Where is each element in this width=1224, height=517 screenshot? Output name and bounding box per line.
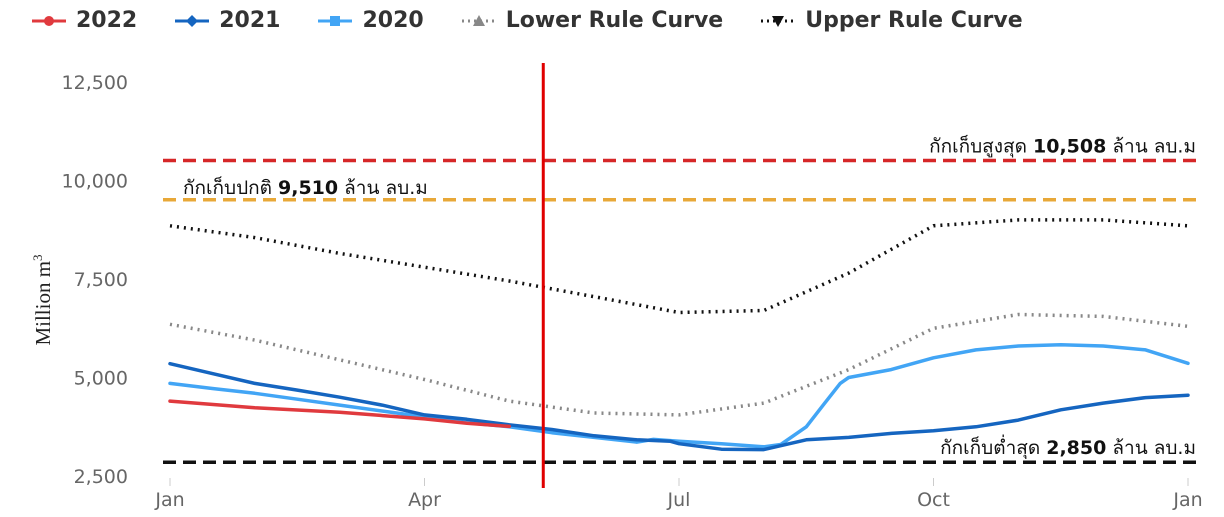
x-tick-label: Oct <box>917 489 950 511</box>
series-lines <box>168 218 1190 452</box>
y-tick-label: 10,000 <box>62 171 128 193</box>
legend-item[interactable]: 2021 <box>173 8 280 33</box>
y-tick-label: 5,000 <box>74 368 128 390</box>
legend-label: Lower Rule Curve <box>505 8 724 33</box>
legend-item[interactable]: Upper Rule Curve <box>759 8 1023 33</box>
x-tick-label: Jan <box>1172 489 1202 511</box>
y-tick-label: 7,500 <box>74 269 128 291</box>
legend-label: 2020 <box>362 8 424 33</box>
reference-label: กักเก็บต่ำสุด 2,850 ล้าน ลบ.ม <box>940 434 1196 460</box>
legend-symbol-icon <box>32 15 66 26</box>
axis-ticks: 2,500 5,000 7,500 10,000 12,500 Jan Apr Jul Oct J… <box>62 72 1203 511</box>
y-tick-label: 2,500 <box>74 466 128 488</box>
legend-item[interactable]: 2022 <box>30 8 137 33</box>
series-line-2022 <box>168 399 512 429</box>
y-axis-label: Million m3 <box>30 254 55 345</box>
legend-item[interactable]: Lower Rule Curve <box>460 8 724 33</box>
reference-lines: กักเก็บสูงสุด 10,508 ล้าน ลบ.มกักเก็บปกต… <box>163 133 1200 464</box>
legend-item[interactable]: 2020 <box>316 8 424 33</box>
legend-label: 2021 <box>219 8 281 33</box>
legend-symbol-icon <box>175 14 210 27</box>
legend-symbol-icon <box>318 15 353 26</box>
series-line-lower-rule-curve <box>169 312 1189 417</box>
series-line-2021 <box>168 361 1190 452</box>
x-tick-label: Jul <box>667 489 691 511</box>
y-tick-label: 12,500 <box>62 72 128 94</box>
series-line-upper-rule-curve <box>169 218 1189 315</box>
legend-label: Upper Rule Curve <box>805 8 1023 33</box>
legend: 2022 2021 2020 Lower Rule Curve Upper Rule C… <box>30 8 1023 33</box>
legend-symbol-icon <box>461 14 496 26</box>
legend-label: 2022 <box>76 8 138 33</box>
reference-label: กักเก็บสูงสุด 10,508 ล้าน ลบ.ม <box>929 133 1196 158</box>
x-tick-label: Apr <box>408 489 441 511</box>
reference-label: กักเก็บปกติ 9,510 ล้าน ลบ.ม <box>183 175 428 199</box>
legend-symbol-icon <box>761 15 796 27</box>
x-tick-label: Jan <box>154 489 184 511</box>
series-line-2020 <box>168 343 1190 449</box>
